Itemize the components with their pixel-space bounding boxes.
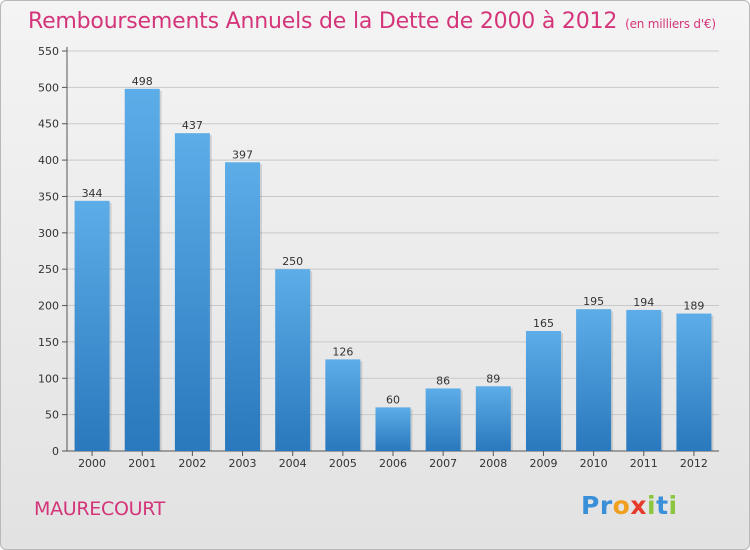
bar-2002 [174, 133, 210, 451]
logo-letter: i [647, 491, 657, 520]
value-label: 250 [282, 255, 303, 268]
logo-letter: x [630, 491, 647, 520]
value-label: 86 [436, 374, 450, 387]
bar-2006 [375, 407, 411, 451]
value-label: 89 [486, 372, 500, 385]
bar-2011 [626, 309, 662, 451]
title-text: Remboursements Annuels de la Dette de 20… [28, 9, 618, 34]
x-tick-label: 2011 [630, 457, 658, 470]
x-tick-label: 2005 [329, 457, 357, 470]
value-label: 437 [182, 119, 203, 132]
grid-lines [67, 50, 719, 452]
value-label: 189 [683, 300, 704, 313]
bar-2007 [425, 388, 461, 451]
y-tick-label: 100 [38, 372, 59, 385]
proxiti-logo: Proxiti [581, 491, 678, 520]
logo-letter: r [599, 491, 613, 520]
bar-2009 [525, 331, 561, 451]
x-tick-label: 2012 [680, 457, 708, 470]
chart-title: Remboursements Annuels de la Dette de 20… [28, 9, 716, 34]
bar-2000 [74, 200, 110, 451]
y-tick-label: 400 [38, 154, 59, 167]
x-tick-label: 2001 [128, 457, 156, 470]
y-tick-label: 250 [38, 263, 59, 276]
value-label: 498 [132, 75, 153, 88]
y-tick-label: 50 [45, 409, 59, 422]
bar-2003 [225, 162, 261, 452]
y-tick-label: 350 [38, 190, 59, 203]
y-tick-label: 500 [38, 81, 59, 94]
x-tick-label: 2010 [580, 457, 608, 470]
x-tick-label: 2006 [379, 457, 407, 470]
y-tick-label: 450 [38, 118, 59, 131]
y-tick-label: 0 [52, 445, 59, 458]
logo-letter: P [581, 491, 600, 520]
value-label: 126 [332, 345, 353, 358]
x-tick-label: 2008 [479, 457, 507, 470]
bar-2005 [325, 359, 361, 451]
bar-2004 [275, 269, 311, 451]
x-tick-label: 2000 [78, 457, 106, 470]
value-label: 165 [533, 317, 554, 330]
bar-2012 [676, 313, 712, 451]
title-unit: (en milliers d'€) [625, 17, 716, 31]
value-label: 344 [82, 187, 103, 200]
value-label: 195 [583, 295, 604, 308]
x-tick-label: 2007 [429, 457, 457, 470]
x-tick-label: 2003 [229, 457, 257, 470]
value-label: 397 [232, 148, 253, 161]
value-label: 60 [386, 393, 400, 406]
bar-2008 [475, 386, 511, 451]
bar-2001 [124, 88, 160, 452]
logo-letter: o [612, 491, 631, 520]
x-tick-label: 2002 [178, 457, 206, 470]
x-tick-label: 2009 [529, 457, 557, 470]
bar-2010 [576, 309, 612, 451]
y-tick-label: 200 [38, 300, 59, 313]
bars: 344 498 437 397 250 126 60 86 89 165 195 194 189 [74, 75, 714, 452]
logo-letter: i [668, 491, 678, 520]
y-tick-label: 550 [38, 45, 59, 58]
commune-name: MAURECOURT [34, 498, 166, 520]
y-tick-label: 150 [38, 336, 59, 349]
axes: 0 50 100 150 200 250 300 350 400 450 500 550 2000 200… [38, 45, 719, 470]
logo-letter: t [656, 491, 669, 520]
y-tick-label: 300 [38, 227, 59, 240]
x-tick-label: 2004 [279, 457, 307, 470]
value-label: 194 [633, 296, 654, 309]
